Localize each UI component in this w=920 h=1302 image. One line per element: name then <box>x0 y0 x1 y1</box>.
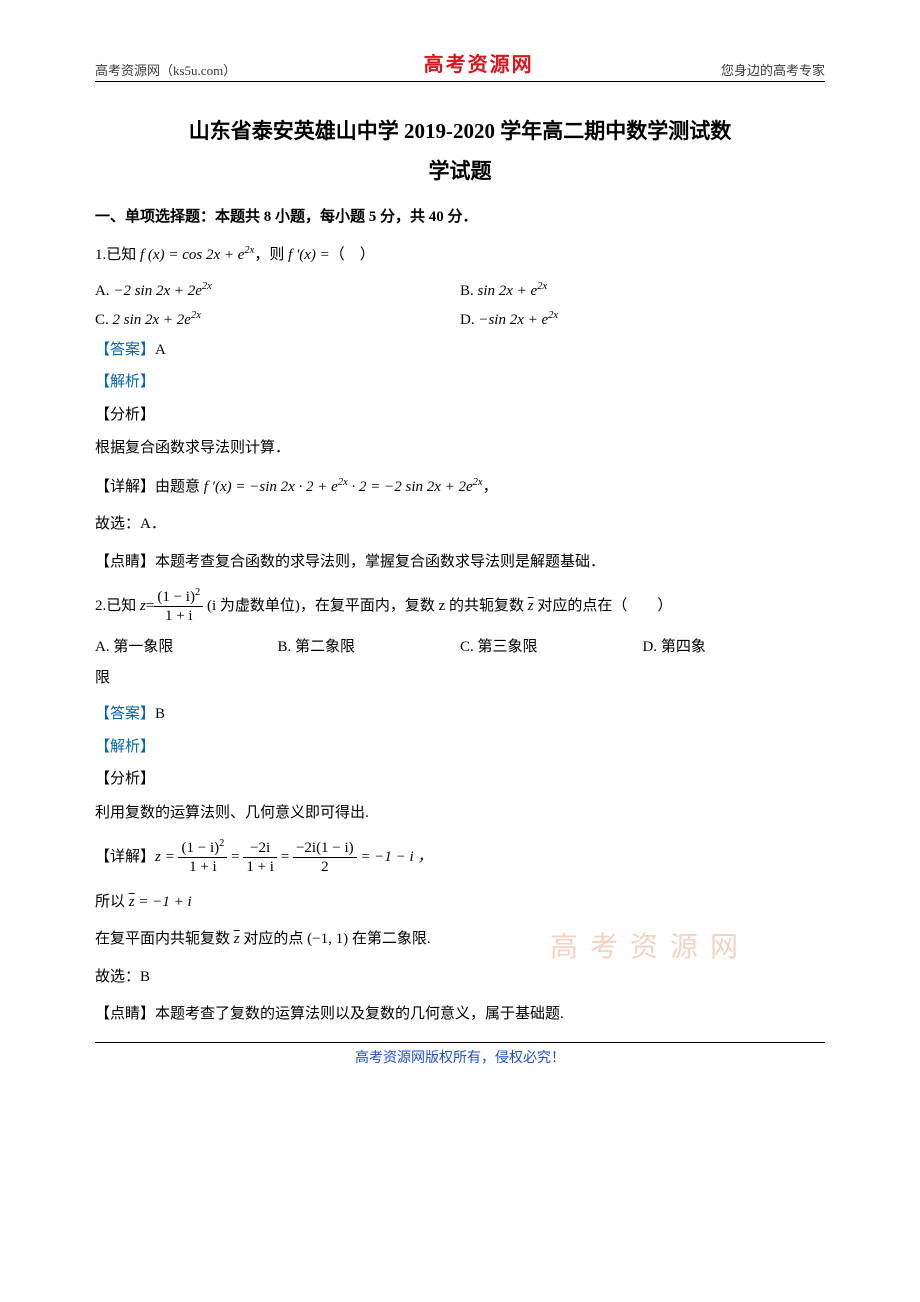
q1-dianjing: 【点睛】本题考查复合函数的求导法则，掌握复合函数求导法则是解题基础． <box>95 550 825 576</box>
exam-page: 高考资源网（ks5u.com） 高考资源网 您身边的高考专家 山东省泰安英雄山中… <box>0 0 920 1097</box>
q2-fraction: (1 − i)21 + i <box>154 587 203 627</box>
header-logo-text: 高考资源网 <box>424 48 534 77</box>
q2-jiexi: 【解析】 <box>95 736 825 759</box>
q1-stem: 1.已知 f (x) = cos 2x + e2x，则 f '(x) =（ ） <box>95 242 825 269</box>
header-right: 您身边的高考专家 <box>721 60 825 79</box>
q1-fx: f (x) = cos 2x + e2x <box>140 247 254 263</box>
page-header: 高考资源网（ks5u.com） 高考资源网 您身边的高考专家 <box>95 50 825 82</box>
q2-detail: 【详解】z = (1 − i)21 + i = −2i1 + i = −2i(1… <box>95 838 825 878</box>
q2-stem: 2.已知 z=(1 − i)21 + i (i 为虚数单位)，在复平面内，复数 … <box>95 587 825 627</box>
q2-answer: 【答案】B <box>95 703 825 726</box>
q1-option-a: A. −2 sin 2x + 2e2x <box>95 281 460 300</box>
q2-option-c: C. 第三象限 <box>460 635 643 656</box>
q1-jiexi: 【解析】 <box>95 371 825 394</box>
q2-so1: 所以 z = −1 + i <box>95 890 825 916</box>
q2-option-b: B. 第二象限 <box>278 635 461 656</box>
q1-option-c: C. 2 sin 2x + 2e2x <box>95 310 460 329</box>
q2-option-d-cont: 限 <box>95 666 825 692</box>
q1-options-row2: C. 2 sin 2x + 2e2x D. −sin 2x + e2x <box>95 310 825 329</box>
q2-so2: 在复平面内共轭复数 z 对应的点 (−1, 1) 在第二象限. <box>95 927 825 953</box>
q1-option-b: B. sin 2x + e2x <box>460 281 825 300</box>
q1-detail: 【详解】由题意 f ′(x) = −sin 2x · 2 + e2x · 2 =… <box>95 474 825 501</box>
q1-stem-end: （ ） <box>330 247 375 263</box>
header-left: 高考资源网（ks5u.com） <box>95 60 236 79</box>
exam-title: 山东省泰安英雄山中学 2019-2020 学年高二期中数学测试数 学试题 <box>95 112 825 192</box>
q1-fpx: f '(x) = <box>288 247 330 263</box>
title-line2: 学试题 <box>95 152 825 192</box>
q1-option-d: D. −sin 2x + e2x <box>460 310 825 329</box>
q2-so3: 故选：B <box>95 965 825 991</box>
q1-stem-pre: 1.已知 <box>95 247 140 263</box>
q1-answer: 【答案】A <box>95 339 825 362</box>
q2-options: A. 第一象限 B. 第二象限 C. 第三象限 D. 第四象 <box>95 635 825 656</box>
q2-fenxi-label: 【分析】 <box>95 768 825 791</box>
q1-fenxi-label: 【分析】 <box>95 404 825 427</box>
page-footer: 高考资源网版权所有，侵权必究！ <box>95 1042 825 1067</box>
q1-fenxi-text: 根据复合函数求导法则计算． <box>95 436 825 462</box>
title-line1: 山东省泰安英雄山中学 2019-2020 学年高二期中数学测试数 <box>95 112 825 152</box>
q1-options-row1: A. −2 sin 2x + 2e2x B. sin 2x + e2x <box>95 281 825 300</box>
q1-stem-mid: ，则 <box>254 247 288 263</box>
q1-so: 故选：A． <box>95 512 825 538</box>
q2-option-a: A. 第一象限 <box>95 635 278 656</box>
q2-fenxi-text: 利用复数的运算法则、几何意义即可得出. <box>95 801 825 827</box>
q2-dianjing: 【点睛】本题考查了复数的运算法则以及复数的几何意义，属于基础题. <box>95 1002 825 1028</box>
q2-option-d: D. 第四象 <box>643 635 826 656</box>
section-heading: 一、单项选择题：本题共 8 小题，每小题 5 分，共 40 分． <box>95 206 825 229</box>
